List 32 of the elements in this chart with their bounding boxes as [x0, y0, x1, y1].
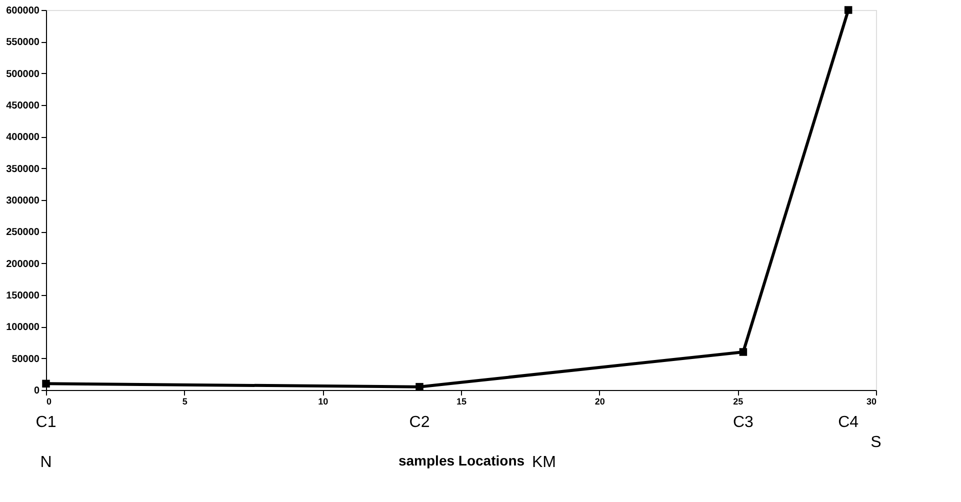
y-tick-label: 600000: [6, 6, 40, 16]
x-axis-title: samples Locations: [398, 452, 525, 468]
y-tick-label: 200000: [6, 258, 40, 270]
point: [844, 6, 852, 14]
point: [416, 382, 424, 391]
y-tick-label: 400000: [6, 132, 40, 144]
y-tick-label: 500000: [6, 68, 40, 80]
x-tick-label: 20: [594, 396, 605, 406]
y-tick-label: 0: [34, 386, 40, 396]
x-tick-label: 10: [318, 396, 328, 406]
text: S: [870, 434, 882, 451]
point: [42, 380, 50, 388]
y-tick-label: 350000: [6, 164, 40, 175]
y-tick-label: 550000: [6, 37, 40, 48]
text: KM: [532, 454, 556, 471]
text: C1: [36, 414, 56, 431]
x-tick-label: 0: [46, 396, 52, 406]
text: N: [40, 454, 52, 471]
y-tick-label: 450000: [6, 100, 40, 112]
y-tick-label: 100000: [6, 322, 40, 334]
x-tick-label: 5: [182, 396, 188, 406]
text: C2: [409, 414, 430, 431]
y-tick-label: 50000: [12, 354, 40, 365]
x-tick-label: 30: [866, 396, 876, 406]
y-tick-label: 300000: [6, 196, 40, 206]
text: C3: [732, 414, 754, 431]
y-tick-label: 250000: [6, 227, 40, 238]
x-tick-label: 25: [733, 396, 744, 406]
y-tick-label: 150000: [6, 290, 40, 302]
point: [739, 348, 748, 356]
text: C4: [838, 414, 859, 431]
x-tick-label: 15: [456, 396, 467, 406]
